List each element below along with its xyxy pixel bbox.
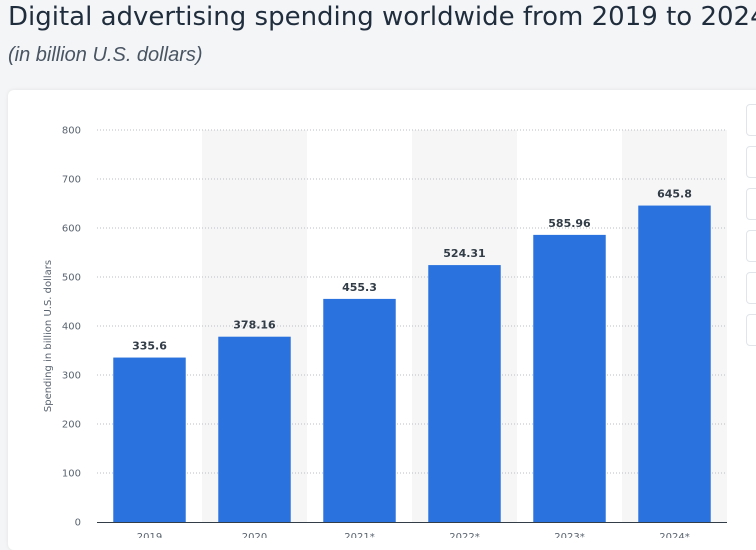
bar-value-label: 335.6 xyxy=(132,340,167,353)
side-toolbar-button[interactable] xyxy=(746,314,756,346)
bar[interactable] xyxy=(638,205,711,523)
bar[interactable] xyxy=(113,357,186,522)
bar[interactable] xyxy=(533,234,606,523)
x-tick-label: 2024* xyxy=(659,532,689,538)
x-tick-label: 2021* xyxy=(344,532,374,538)
y-tick-label: 0 xyxy=(75,518,81,529)
side-toolbar-button[interactable] xyxy=(746,272,756,304)
y-tick-label: 100 xyxy=(62,469,81,480)
y-tick-label: 700 xyxy=(62,175,81,186)
bar-value-label: 524.31 xyxy=(443,247,485,260)
y-tick-label: 600 xyxy=(62,224,81,235)
side-toolbar-button[interactable] xyxy=(746,188,756,220)
bar[interactable] xyxy=(218,336,291,522)
y-tick-label: 800 xyxy=(62,126,81,137)
bar-value-label: 455.3 xyxy=(342,281,377,294)
side-toolbar-button[interactable] xyxy=(746,104,756,136)
side-toolbar-button[interactable] xyxy=(746,230,756,262)
x-tick-label: 2020 xyxy=(242,532,267,538)
bar-value-label: 378.16 xyxy=(233,319,276,332)
bar-value-label: 645.8 xyxy=(657,188,692,201)
bar[interactable] xyxy=(428,265,501,522)
bar-value-label: 585.96 xyxy=(548,217,591,230)
y-axis-label: Spending in billion U.S. dollars xyxy=(43,260,54,412)
y-tick-label: 400 xyxy=(62,322,81,333)
bar-chart: 0 100 200 300 400 500 600 700 800 335.6 378.16 455… xyxy=(43,126,727,538)
chart-subtitle: (in billion U.S. dollars) xyxy=(8,44,203,66)
x-tick-label: 2022* xyxy=(449,532,479,538)
y-tick-label: 500 xyxy=(62,273,81,284)
chart-title: Digital advertising spending worldwide f… xyxy=(8,2,756,32)
y-tick-label: 300 xyxy=(62,371,81,382)
side-toolbar-button[interactable] xyxy=(746,146,756,178)
bar[interactable] xyxy=(323,298,396,522)
x-tick-label: 2019 xyxy=(137,532,162,538)
x-tick-label: 2023* xyxy=(554,532,584,538)
y-tick-label: 200 xyxy=(62,420,81,431)
